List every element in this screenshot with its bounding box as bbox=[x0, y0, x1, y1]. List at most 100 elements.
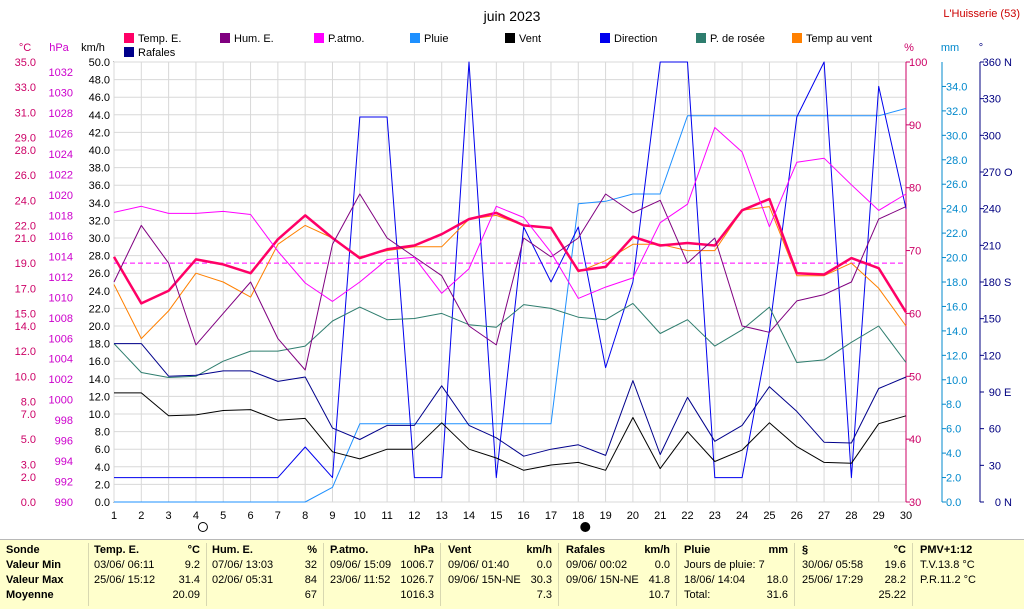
summary-vent-avg: 7.3 bbox=[448, 588, 552, 603]
rain-tick-label: 4.0 bbox=[946, 448, 961, 460]
temp-tick-label: 28.0 bbox=[15, 145, 36, 157]
summary-value: 9.2 bbox=[184, 559, 200, 571]
summary-date: 30/06/ 05:58 bbox=[802, 559, 864, 571]
summary-patmo: P.atmo. hPa 09/06/ 15:09 1006.7 23/06/ 11:… bbox=[330, 543, 434, 603]
summary-separator bbox=[440, 543, 441, 606]
summary-rosee-avg: 25.22 bbox=[802, 588, 906, 603]
temp-tick-label: 21.0 bbox=[15, 233, 36, 245]
direction-tick-label: 60 bbox=[989, 424, 1001, 436]
summary-rosee-min: 30/06/ 05:58 19.6 bbox=[802, 558, 906, 573]
summary-temp-title: Temp. E. bbox=[94, 544, 140, 556]
pressure-tick-label: 992 bbox=[55, 477, 73, 489]
pressure-tick-label: 1002 bbox=[49, 374, 73, 386]
temp-tick-label: 12.0 bbox=[15, 346, 36, 358]
humidity-tick-label: 60 bbox=[909, 308, 921, 320]
x-tick-label: 27 bbox=[818, 510, 830, 522]
summary-date: 02/06/ 05:31 bbox=[212, 574, 274, 586]
direction-tick-label: 360 bbox=[983, 57, 1001, 69]
rain-tick-label: 32.0 bbox=[946, 106, 967, 118]
series-line-pluie bbox=[114, 107, 907, 503]
summary-rafales-avg: 10.7 bbox=[566, 588, 670, 603]
summary-patmo-unit: hPa bbox=[413, 544, 434, 556]
summary-rosee-max: 25/06/ 17:29 28.2 bbox=[802, 573, 906, 588]
summary-value: 19.6 bbox=[884, 559, 906, 571]
legend-swatch-vent bbox=[505, 33, 515, 43]
summary-separator bbox=[912, 543, 913, 606]
legend-swatch-pluie bbox=[410, 33, 420, 43]
wind-tick-label: 14.0 bbox=[89, 374, 110, 386]
temp-tick-label: 3.0 bbox=[21, 459, 36, 471]
summary-value: 28.2 bbox=[884, 574, 906, 586]
summary-temp-unit: °C bbox=[187, 544, 200, 556]
wind-tick-label: 36.0 bbox=[89, 180, 110, 192]
summary-temp-avg: 20.09 bbox=[94, 588, 200, 603]
rain-tick-label: 22.0 bbox=[946, 228, 967, 240]
direction-tick-label: 180 bbox=[983, 277, 1001, 289]
legend-swatch-hum-e bbox=[220, 33, 230, 43]
series-line-p-de-ros-e bbox=[113, 302, 907, 378]
direction-cardinal-label: N bbox=[1004, 57, 1012, 69]
summary-date: 09/06/ 15N-NE bbox=[566, 574, 639, 586]
wind-tick-label: 2.0 bbox=[95, 479, 110, 491]
summary-value: 84 bbox=[304, 574, 317, 586]
legend-swatch-temp-au-vent bbox=[792, 33, 802, 43]
summary-patmo-title: P.atmo. bbox=[330, 544, 369, 556]
summary-rosee: § °C 30/06/ 05:58 19.6 25/06/ 17:29 28.2 25… bbox=[802, 543, 906, 603]
wind-tick-label: 42.0 bbox=[89, 127, 110, 139]
rain-tick-label: 26.0 bbox=[946, 179, 967, 191]
summary-rosee-header: § °C bbox=[802, 543, 906, 558]
site-name: L'Huisserie (53) bbox=[943, 8, 1020, 20]
summary-date: 09/06/ 00:02 bbox=[566, 559, 628, 571]
legend-swatch-p-de-ros-e bbox=[696, 33, 706, 43]
legend-label-direction: Direction bbox=[614, 33, 657, 45]
pressure-tick-label: 996 bbox=[55, 436, 73, 448]
moon-pleine-lune-icon bbox=[580, 522, 591, 532]
x-tick-label: 16 bbox=[518, 510, 530, 522]
legend-label-temp-e: Temp. E. bbox=[138, 33, 181, 45]
wind-tick-label: 50.0 bbox=[89, 57, 110, 69]
humidity-tick-label: 40 bbox=[909, 434, 921, 446]
humidity-tick-label: 50 bbox=[909, 371, 921, 383]
moon-nouvelle-lune-icon bbox=[197, 522, 208, 532]
summary-hum-title: Hum. E. bbox=[212, 544, 253, 556]
pressure-tick-label: 998 bbox=[55, 415, 73, 427]
x-tick-label: 5 bbox=[220, 510, 226, 522]
legend-label-temp-au-vent: Temp au vent bbox=[806, 33, 872, 45]
rain-tick-label: 6.0 bbox=[946, 424, 961, 436]
summary-rafales-max: 09/06/ 15N-NE 41.8 bbox=[566, 573, 670, 588]
legend-swatch-rafales bbox=[124, 47, 134, 57]
direction-tick-label: 30 bbox=[989, 460, 1001, 472]
summary-temp-header: Temp. E. °C bbox=[94, 543, 200, 558]
summary-patmo-min: 09/06/ 15:09 1006.7 bbox=[330, 558, 434, 573]
summary-separator bbox=[88, 543, 89, 606]
summary-value: 32 bbox=[304, 559, 317, 571]
temp-tick-label: 29.0 bbox=[15, 132, 36, 144]
direction-tick-label: 150 bbox=[983, 314, 1001, 326]
summary-value: 7.3 bbox=[536, 589, 552, 601]
legend-label-rafales: Rafales bbox=[138, 47, 176, 59]
x-tick-label: 9 bbox=[329, 510, 335, 522]
summary-pluie-max: 18/06/ 14:04 18.0 bbox=[684, 573, 788, 588]
series-line-rafales bbox=[114, 343, 907, 457]
x-tick-label: 17 bbox=[545, 510, 557, 522]
humidity-tick-label: 90 bbox=[909, 120, 921, 132]
summary-separator bbox=[323, 543, 324, 606]
summary-row-label: Valeur Max bbox=[6, 574, 64, 586]
summary-hum-unit: % bbox=[307, 544, 317, 556]
summary-pmv-row: P.R.11.2 °C bbox=[920, 574, 976, 586]
summary-vent-title: Vent bbox=[448, 544, 472, 556]
summary-rafales-min: 09/06/ 00:02 0.0 bbox=[566, 558, 670, 573]
summary-separator bbox=[558, 543, 559, 606]
pressure-axis-unit: hPa bbox=[49, 42, 69, 54]
moon-phases bbox=[197, 522, 591, 532]
summary-value: 31.4 bbox=[178, 574, 200, 586]
summary-patmo-header: P.atmo. hPa bbox=[330, 543, 434, 558]
legend-swatch-temp-e bbox=[124, 33, 134, 43]
legend-swatch-p-atmo bbox=[314, 33, 324, 43]
rain-tick-label: 30.0 bbox=[946, 130, 967, 142]
summary-temp-min: 03/06/ 06:11 9.2 bbox=[94, 558, 200, 573]
summary-temp: Temp. E. °C 03/06/ 06:11 9.2 25/06/ 15:12 3… bbox=[94, 543, 200, 603]
pressure-tick-label: 1030 bbox=[49, 88, 73, 100]
temp-tick-label: 24.0 bbox=[15, 195, 36, 207]
summary-hum-avg: 67 bbox=[212, 588, 317, 603]
